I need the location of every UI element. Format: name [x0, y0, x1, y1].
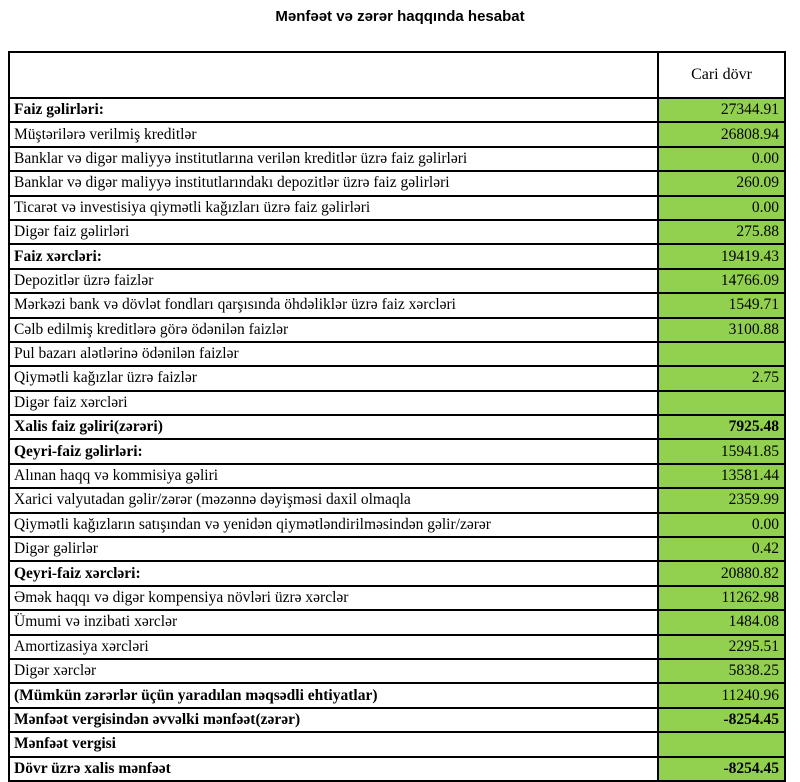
- table-row: Müştərilərə verilmiş kreditlər 26808.94: [8, 121, 786, 148]
- row-value: 11262.98: [657, 584, 786, 612]
- row-label: Depozitlər üzrə faizlər: [8, 267, 659, 295]
- table-row: Digər faiz xərcləri: [8, 389, 786, 417]
- row-label: Faiz xərcləri:: [8, 243, 659, 270]
- row-label: (Mümkün zərərlər üçün yaradılan məqsədli…: [8, 682, 659, 709]
- row-label: Dövr üzrə xalis mənfəət: [8, 755, 659, 782]
- table-row: Ticarət və investisiya qiymətli kağızlar…: [8, 194, 786, 221]
- table-row: Ümumi və inzibati xərclər 1484.08: [8, 609, 786, 636]
- table-row: Xarici valyutadan gəlir/zərər (məzənnə d…: [8, 487, 786, 514]
- table-row: Digər gəlirlər 0.42: [8, 536, 786, 563]
- row-label: Digər gəlirlər: [8, 536, 659, 563]
- row-value: [657, 340, 786, 368]
- row-value: 27344.91: [657, 96, 786, 124]
- row-value: 26808.94: [657, 121, 786, 148]
- row-label: Digər faiz gəlirləri: [8, 218, 659, 246]
- row-value: 1549.71: [657, 292, 786, 319]
- row-value: 19419.43: [657, 243, 786, 270]
- table-row: Faiz xərcləri: 19419.43: [8, 243, 786, 270]
- row-label: Ümumi və inzibati xərclər: [8, 609, 659, 636]
- row-label: Ticarət və investisiya qiymətli kağızlar…: [8, 194, 659, 221]
- table-row: Cəlb edilmiş kreditlərə görə ödənilən fa…: [8, 316, 786, 343]
- row-value: 1484.08: [657, 609, 786, 636]
- row-value: 0.00: [657, 511, 786, 539]
- row-label: Banklar və digər maliyyə institutlarında…: [8, 170, 659, 197]
- table-row: Qiymətli kağızlar üzrə faizlər 2.75: [8, 365, 786, 392]
- profit-loss-table: Cari dövr Faiz gəlirləri: 27344.91 Müştəri…: [8, 51, 786, 782]
- table-row: Faiz gəlirləri: 27344.91: [8, 96, 786, 124]
- row-label: Mənfəət vergisindən əvvəlki mənfəət(zərə…: [8, 706, 659, 734]
- row-value: [657, 389, 786, 417]
- row-value: [657, 731, 786, 758]
- row-label: Amortizasiya xərcləri: [8, 633, 659, 661]
- row-value: 0.00: [657, 145, 786, 173]
- row-value: 7925.48: [657, 414, 786, 441]
- row-label: Banklar və digər maliyyə institutlarına …: [8, 145, 659, 173]
- row-value: 3100.88: [657, 316, 786, 343]
- row-value: 11240.96: [657, 682, 786, 709]
- table-header: Cari dövr: [8, 51, 786, 99]
- table-row: Mənfəət vergisi: [8, 731, 786, 758]
- table-row: Pul bazarı alətlərinə ödənilən faizlər: [8, 340, 786, 368]
- table-row: Mərkəzi bank və dövlət fondları qarşısın…: [8, 292, 786, 319]
- row-label: Müştərilərə verilmiş kreditlər: [8, 121, 659, 148]
- page-title: Mənfəət və zərər haqqında hesabat: [275, 8, 525, 25]
- table-body: Faiz gəlirləri: 27344.91 Müştərilərə veril…: [8, 96, 786, 782]
- row-label: Xalis faiz gəliri(zərəri): [8, 414, 659, 441]
- row-value: -8254.45: [657, 706, 786, 734]
- table-row: Banklar və digər maliyyə institutlarına …: [8, 145, 786, 173]
- table-row: Əmək haqqı və digər kompensiya növləri ü…: [8, 584, 786, 612]
- table-row: Depozitlər üzrə faizlər 14766.09: [8, 267, 786, 295]
- row-value: 2.75: [657, 365, 786, 392]
- row-value: 0.42: [657, 536, 786, 563]
- row-value: 275.88: [657, 218, 786, 246]
- row-value: 2359.99: [657, 487, 786, 514]
- row-label: Qeyri-faiz gəlirləri:: [8, 438, 659, 465]
- row-label: Qiymətli kağızların satışından və yenidə…: [8, 511, 659, 539]
- row-label: Qeyri-faiz xərcləri:: [8, 560, 659, 587]
- row-label: Faiz gəlirləri:: [8, 96, 659, 124]
- row-label: Pul bazarı alətlərinə ödənilən faizlər: [8, 340, 659, 368]
- table-row: Alınan haqq və kommisiya gəliri 13581.44: [8, 462, 786, 490]
- row-label: Alınan haqq və kommisiya gəliri: [8, 462, 659, 490]
- row-label: Mənfəət vergisi: [8, 731, 659, 758]
- label-column-header: [8, 51, 659, 99]
- row-value: 14766.09: [657, 267, 786, 295]
- table-row: Digər faiz gəlirləri 275.88: [8, 218, 786, 246]
- row-value: 0.00: [657, 194, 786, 221]
- table-row: Qeyri-faiz xərcləri: 20880.82: [8, 560, 786, 587]
- row-label: Mərkəzi bank və dövlət fondları qarşısın…: [8, 292, 659, 319]
- row-label: Əmək haqqı və digər kompensiya növləri ü…: [8, 584, 659, 612]
- table-row: Mənfəət vergisindən əvvəlki mənfəət(zərə…: [8, 706, 786, 734]
- column-header-cari-dovr: Cari dövr: [657, 51, 786, 99]
- row-value: 15941.85: [657, 438, 786, 465]
- table-row: Banklar və digər maliyyə institutlarında…: [8, 170, 786, 197]
- row-label: Cəlb edilmiş kreditlərə görə ödənilən fa…: [8, 316, 659, 343]
- table-row: Qiymətli kağızların satışından və yenidə…: [8, 511, 786, 539]
- table-row: Qeyri-faiz gəlirləri: 15941.85: [8, 438, 786, 465]
- row-value: 20880.82: [657, 560, 786, 587]
- table-row: Amortizasiya xərcləri 2295.51: [8, 633, 786, 661]
- row-value: 260.09: [657, 170, 786, 197]
- table-header-row: Cari dövr: [8, 51, 786, 99]
- row-label: Xarici valyutadan gəlir/zərər (məzənnə d…: [8, 487, 659, 514]
- row-value: 2295.51: [657, 633, 786, 661]
- table-row: (Mümkün zərərlər üçün yaradılan məqsədli…: [8, 682, 786, 709]
- table-row: Digər xərclər 5838.25: [8, 657, 786, 685]
- row-label: Qiymətli kağızlar üzrə faizlər: [8, 365, 659, 392]
- row-value: -8254.45: [657, 755, 786, 782]
- row-label: Digər faiz xərcləri: [8, 389, 659, 417]
- row-value: 5838.25: [657, 657, 786, 685]
- table-row: Xalis faiz gəliri(zərəri) 7925.48: [8, 414, 786, 441]
- table-row: Dövr üzrə xalis mənfəət -8254.45: [8, 755, 786, 782]
- row-value: 13581.44: [657, 462, 786, 490]
- row-label: Digər xərclər: [8, 657, 659, 685]
